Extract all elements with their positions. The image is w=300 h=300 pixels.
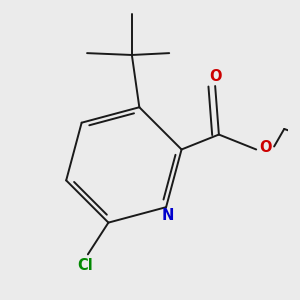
Text: Cl: Cl <box>77 258 93 273</box>
Text: O: O <box>259 140 272 155</box>
Text: O: O <box>209 69 221 84</box>
Text: N: N <box>162 208 174 223</box>
